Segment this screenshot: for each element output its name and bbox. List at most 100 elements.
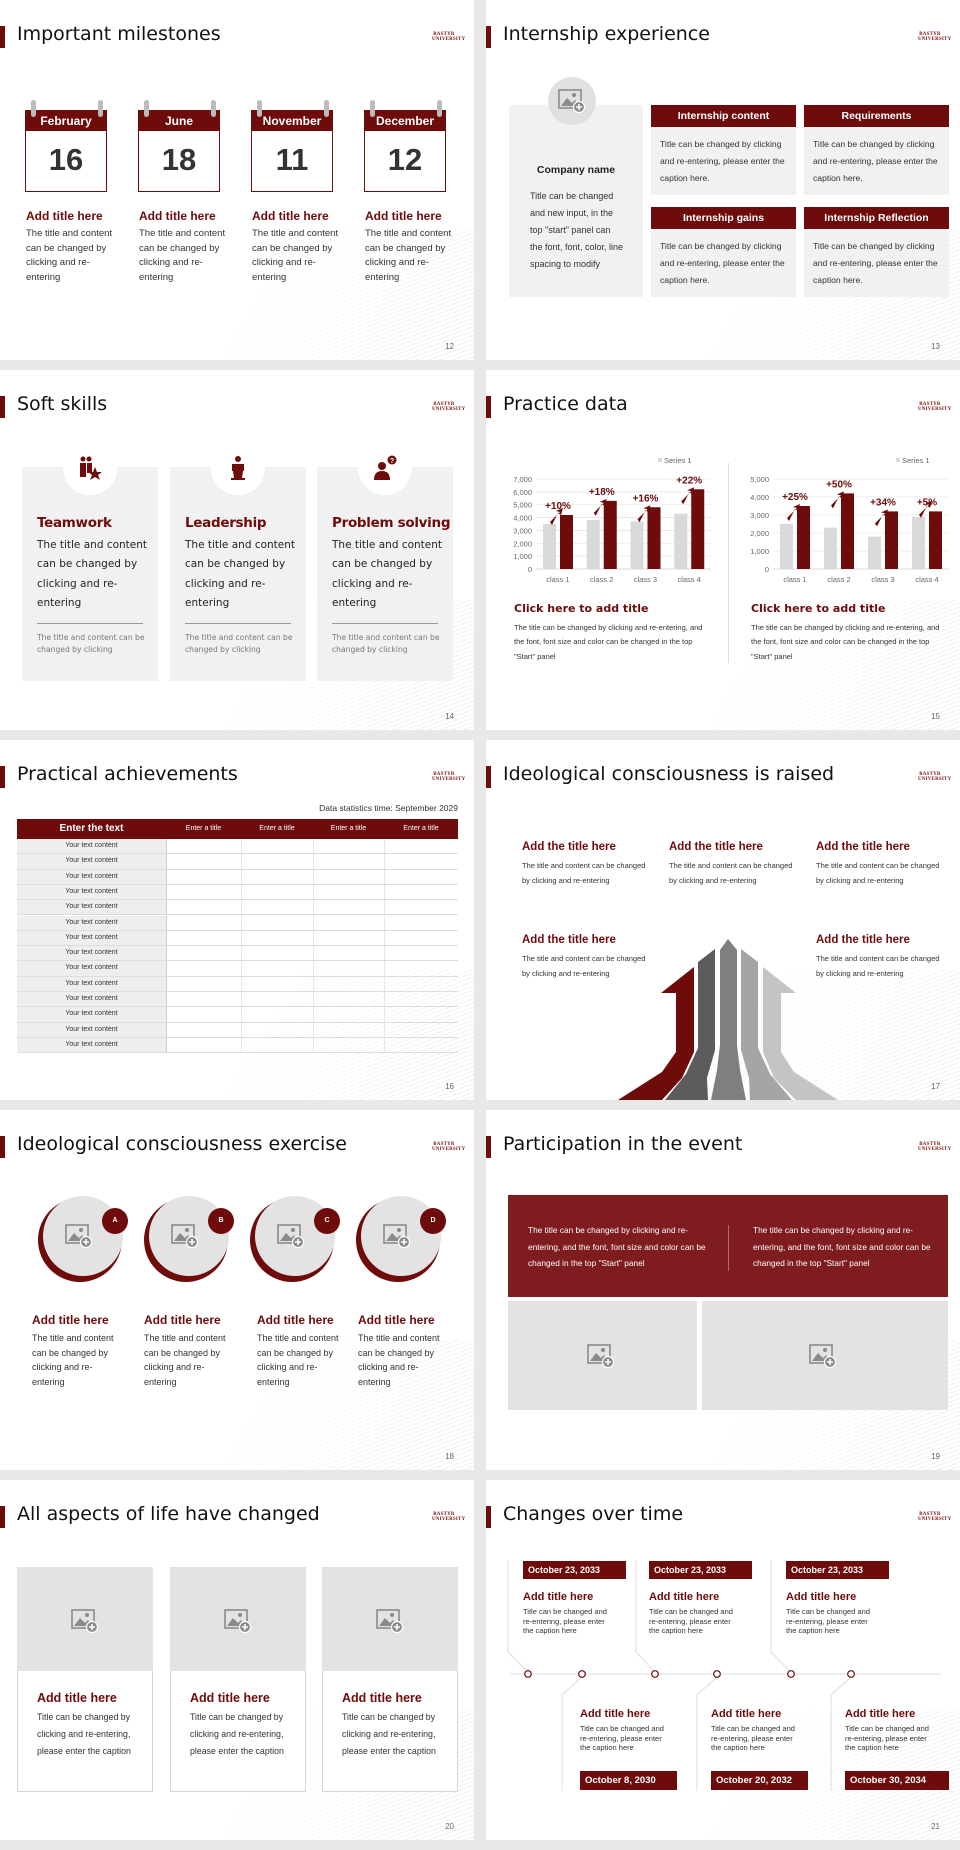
calendar-day: 16 [48,142,84,177]
x-tick-label: class 2 [827,575,850,584]
x-tick-label: class 1 [546,575,569,584]
table-row: Your text content [17,869,458,885]
milestone-body: The title and content can be changed by … [139,228,226,283]
y-tick-label: 4,000 [750,493,769,502]
table-row: Your text content [17,1037,458,1054]
title-accent-bar [486,26,491,48]
table-row: Your text content [17,900,458,916]
calendar-ring-icon [144,100,149,117]
title-accent-bar [0,26,5,48]
x-tick-label: class 3 [871,575,894,584]
table-cell-divider [241,915,242,930]
table-cell-divider [384,1037,385,1053]
company-name: Company name [536,164,616,176]
image-frame [376,1609,400,1629]
background-wave-pattern [144,230,474,360]
table-cell-divider [166,992,167,1007]
y-tick-label: 0 [528,565,532,574]
table-cell-divider [166,869,167,884]
date-label: October 23, 2033 [786,1561,889,1579]
image-frame [277,1224,301,1244]
bar-series-1 [868,536,881,569]
skill-divider [332,623,438,624]
title-accent-bar [0,396,5,418]
event-body: Title can be changed and re-entering, pl… [523,1607,607,1636]
title-accent-bar [0,1506,5,1528]
arrow-red [618,967,694,1100]
item-title: Add the title here [816,934,910,946]
chart-caption-body: The title can be changed by clicking and… [751,623,940,661]
table-cell-divider [384,854,385,869]
table-cell-divider [166,884,167,900]
calendar-ring-icon [437,100,442,117]
page-number: 12 [445,342,454,351]
table-cell-divider [313,1007,314,1022]
plus-sign [604,1359,611,1365]
skill-note: The title and content can be changed by … [185,633,293,654]
legend-swatch [658,458,662,462]
calendar-day: 12 [387,142,423,177]
title-accent-bar [486,1506,491,1528]
table-cell-divider [384,884,385,900]
shoulders [374,471,390,480]
bar-chart-2: 0 1,000 2,000 3,000 4,000 5,000 class 1 +25% cla… [750,456,949,584]
image-placeholder[interactable] [702,1301,948,1410]
torso [232,464,244,471]
y-tick-label: 0 [765,565,769,574]
title-accent-bar [486,766,491,788]
page-number: 19 [931,1452,940,1461]
skill-note: The title and content can be changed by … [332,633,440,654]
plus-sign [827,1359,833,1365]
image-sun [572,93,576,97]
image-frame [65,1224,89,1244]
table-row: Your text content [17,1007,458,1023]
timeline-node [847,1670,855,1678]
page-number: 21 [931,1822,940,1831]
table-row-label: Your text content [17,976,166,991]
image-sun [185,1228,189,1232]
y-tick-label: 1,000 [513,552,532,561]
image-add-glyph [65,1224,93,1249]
bar-series-1 [780,524,793,569]
table-cell-divider [384,1007,385,1022]
event-title: Add title here [649,1591,720,1603]
slide-21: Changes over time BASTYR UNIVERSITY 21 Octo… [486,1480,960,1840]
item-body: The title and content can be changed by … [358,1333,440,1387]
image-placeholder[interactable] [508,1301,697,1410]
university-logo: BASTYR UNIVERSITY [918,1142,952,1152]
skill-body: The title and content can be changed by … [185,539,296,609]
banner-text: The title can be changed by clicking and… [753,1225,931,1269]
table-row: Your text content [17,992,458,1008]
card-body: Title can be changed by clicking and re-… [37,1712,131,1756]
date-label: October 20, 2032 [711,1771,808,1790]
milestone-title: Add title here [252,209,329,223]
table-cell-divider [241,900,242,915]
circle-badge: D [420,1208,446,1234]
table-row-label: Your text content [17,854,166,869]
table-cell-divider [241,961,242,976]
table-cell-divider [166,961,167,976]
stats-time: Data statistics time: September 2029 [319,803,458,813]
table-cell-divider [384,976,385,991]
x-tick-label: class 4 [915,575,938,584]
table-row: Your text content [17,839,458,855]
image-sun [397,1228,401,1232]
image-placeholder[interactable] [17,1567,153,1671]
calendar-ring-icon [257,100,262,117]
growth-arrow-icon [875,509,888,527]
image-add-icon [171,1224,199,1249]
bar-series-2 [603,500,617,569]
item-title: Add the title here [522,841,616,853]
table-row-label: Your text content [17,1022,166,1037]
y-tick-label: 4,000 [513,514,532,523]
chart-caption-body: The title can be changed by clicking and… [514,623,703,661]
table-cell-divider [241,854,242,869]
image-add-icon [376,1609,404,1634]
y-tick-label: 2,000 [750,529,769,538]
image-placeholder[interactable] [322,1567,458,1671]
image-placeholder[interactable] [170,1567,306,1671]
table-cell-divider [166,1007,167,1022]
image-add-glyph [277,1224,305,1249]
skill-title: Leadership [185,515,267,531]
skill-divider [185,623,291,624]
